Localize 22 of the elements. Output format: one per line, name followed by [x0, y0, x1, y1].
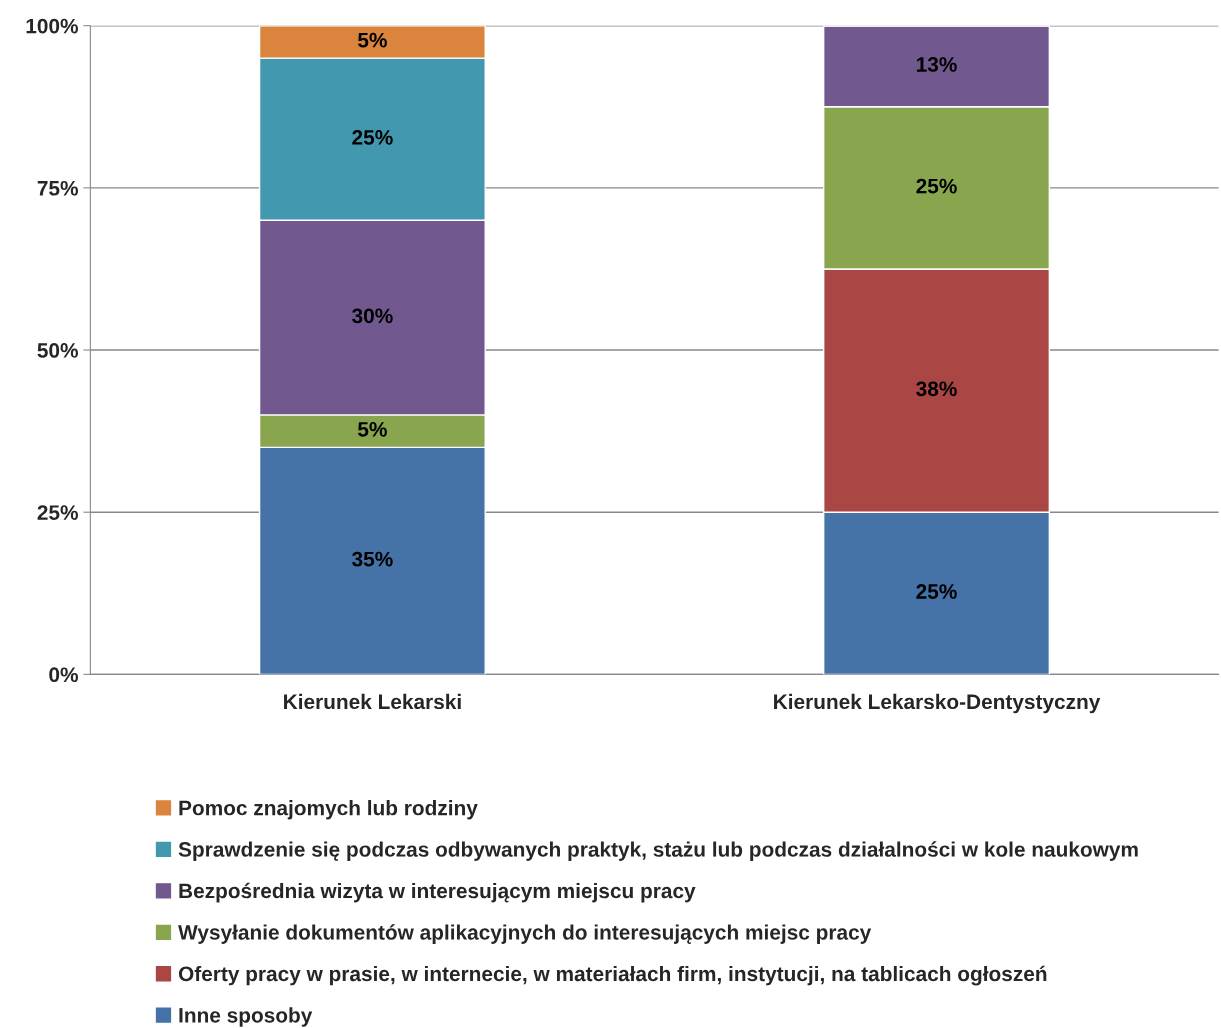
- legend-label: Wysyłanie dokumentów aplikacyjnych do interesujących miejsc pracy: [178, 924, 872, 944]
- data-label: 25%: [352, 130, 393, 145]
- x-tick-label: Kierunek Lekarsko-Dentystyczny: [774, 693, 1101, 714]
- y-tick-label: 25%: [37, 505, 78, 520]
- data-label: 38%: [916, 381, 957, 397]
- y-tick-label: 100%: [26, 18, 78, 34]
- data-label: 13%: [916, 57, 957, 72]
- data-label: 35%: [352, 551, 393, 567]
- data-label: 25%: [916, 584, 957, 599]
- legend-label: Pomoc znajomych lub rodziny: [179, 800, 478, 820]
- y-tick-label: 50%: [37, 343, 78, 358]
- data-label: 5%: [357, 422, 387, 437]
- legend-label: Bezpośrednia wizyta w interesującym miejscu pracy: [179, 882, 696, 903]
- legend-label: Sprawdzenie się podczas odbywanych praktyk, stażu lub podczas działalności w kole naukowym: [178, 841, 1138, 861]
- legend-label: Oferty pracy w prasie, w internecie, w materiałach firm, instytucji, na tablicach ogłoszeń: [178, 965, 1047, 986]
- legend-label: Inne sposoby: [179, 1007, 313, 1027]
- y-tick-label: 0%: [49, 667, 78, 683]
- x-tick-label: Kierunek Lekarski: [284, 693, 461, 710]
- data-label: 25%: [916, 178, 957, 194]
- y-tick-label: 75%: [37, 180, 78, 196]
- data-label: 5%: [357, 32, 387, 48]
- data-label: 30%: [352, 308, 393, 324]
